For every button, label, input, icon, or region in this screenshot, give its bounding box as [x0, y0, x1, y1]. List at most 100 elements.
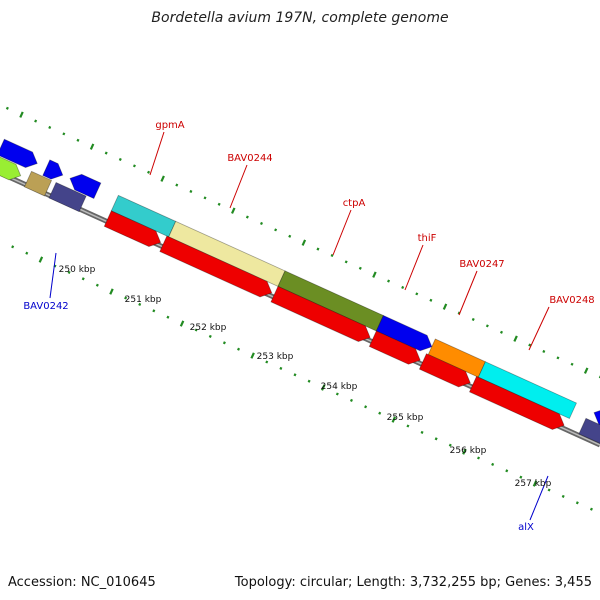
inner-tick: [532, 480, 538, 487]
outer-tick: [147, 170, 151, 174]
label-layer: gpmA BAV0244 ctpA thiF BAV0247 BAV0248 BAV0242…: [23, 120, 594, 533]
cds-BAV0248: [468, 375, 565, 430]
inner-tick: [589, 507, 593, 511]
scale-label: 253 kbp: [257, 352, 294, 362]
outer-tick: [118, 157, 122, 162]
inner-tick: [406, 424, 410, 428]
gene-block-right-1: [593, 410, 600, 426]
inner-tick: [364, 405, 368, 409]
leader-thiF: [404, 244, 424, 291]
leader-BAV0247: [458, 270, 478, 316]
gene-block-thiF: [375, 314, 433, 352]
gene-block-left-3: [69, 173, 102, 200]
outer-tick: [217, 202, 221, 206]
inner-tick: [279, 366, 283, 370]
outer-tick: [231, 207, 236, 214]
gene-label-BAV0242: BAV0242: [23, 301, 68, 312]
inner-tick: [519, 475, 523, 479]
inner-tick: [81, 277, 85, 281]
outer-tick: [301, 239, 307, 246]
inner-tick: [265, 360, 269, 364]
outer-tick: [189, 189, 193, 194]
outer-tick: [415, 292, 419, 296]
inner-tick: [124, 296, 128, 300]
inner-tick: [25, 251, 29, 255]
outer-tick: [89, 143, 95, 150]
scale-label: 257 kbp: [515, 479, 552, 489]
outer-tick: [499, 330, 503, 334]
inner-tick: [491, 462, 495, 466]
cds-thiF: [368, 330, 421, 365]
inner-tick: [11, 245, 15, 249]
tick-marks: [0, 106, 600, 511]
cds-BAV0247: [418, 353, 471, 388]
scale-label: 252 kbp: [190, 323, 227, 333]
inner-tick: [575, 501, 579, 505]
leader-alX: [529, 475, 549, 521]
inner-tick: [477, 456, 481, 460]
outer-tick: [5, 106, 9, 110]
inner-tick: [208, 334, 212, 338]
outer-tick: [556, 356, 560, 360]
leader-BAV0248: [528, 306, 550, 351]
inner-tick: [307, 379, 311, 383]
accession-text: Accession: NC_010645: [8, 575, 156, 590]
cds-BAV0244: [159, 235, 273, 298]
gene-label-gpmA: gpmA: [155, 120, 184, 131]
gene-block-left-4: [0, 156, 22, 181]
outer-tick: [160, 175, 165, 182]
inner-tick: [293, 373, 297, 377]
inner-tick: [53, 264, 57, 268]
inner-tick: [320, 384, 326, 391]
inner-tick: [152, 309, 156, 313]
outer-tick: [542, 349, 546, 354]
inner-tick: [138, 302, 142, 306]
inner-tick: [349, 398, 353, 402]
inner-tick: [250, 352, 255, 359]
inner-tick: [462, 448, 467, 455]
inner-tick: [448, 443, 452, 447]
outer-tick: [203, 196, 207, 200]
scale-label: 256 kbp: [450, 446, 487, 456]
outer-tick: [104, 151, 108, 155]
inner-tick: [561, 494, 565, 498]
gene-label-BAV0247: BAV0247: [459, 259, 504, 270]
outer-tick: [485, 324, 489, 328]
inner-tick: [335, 392, 339, 396]
cds-gpmA: [103, 210, 162, 247]
outer-tick: [19, 111, 24, 118]
inner-tick: [237, 347, 241, 351]
outer-tick: [513, 335, 518, 342]
inner-tick: [391, 416, 397, 423]
inner-tick: [38, 256, 44, 263]
outer-tick: [330, 253, 334, 258]
outer-tick: [48, 125, 52, 130]
outer-tick: [457, 311, 461, 315]
cds-ctpA: [270, 285, 371, 342]
leader-BAV0244: [229, 164, 248, 209]
scale-label: 254 kbp: [321, 382, 358, 392]
outer-tick: [344, 260, 348, 264]
outer-tick: [175, 183, 179, 187]
map-title: Bordetella avium 197N, complete genome: [151, 10, 449, 26]
outer-tick: [245, 215, 249, 219]
leader-BAV0242: [49, 252, 57, 299]
gene-block-left-1: [0, 138, 38, 168]
outer-tick: [288, 234, 292, 238]
gene-block-right-2: [578, 417, 600, 444]
gene-label-alX: alX: [518, 522, 534, 533]
inner-tick: [547, 488, 551, 492]
outer-tick: [372, 271, 377, 278]
outer-tick: [471, 317, 475, 322]
outer-tick: [316, 247, 320, 251]
outer-tick: [442, 303, 448, 310]
inner-tick: [505, 469, 509, 473]
inner-tick: [194, 328, 198, 332]
genome-summary: Topology: circular; Length: 3,732,255 bp…: [234, 575, 592, 590]
outer-tick: [570, 362, 574, 366]
leader-ctpA: [332, 209, 352, 256]
feature-track: [0, 138, 600, 444]
outer-tick: [62, 132, 66, 136]
outer-tick: [358, 266, 362, 270]
outer-tick: [401, 285, 405, 290]
